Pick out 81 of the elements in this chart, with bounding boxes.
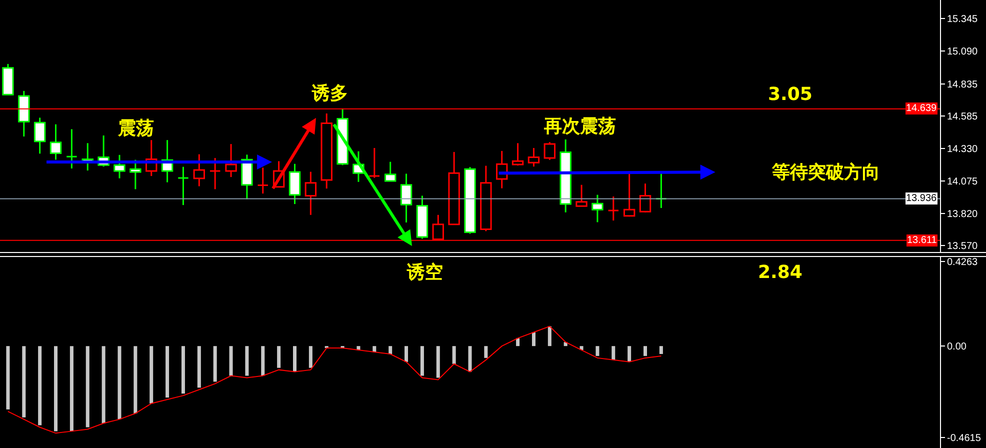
- bar: [372, 346, 376, 352]
- bar: [404, 346, 408, 362]
- bar: [102, 346, 106, 424]
- candlestick: [193, 154, 205, 187]
- y-tick-label: 13.820: [947, 209, 978, 220]
- ref-line-label: 13.611: [907, 235, 938, 246]
- bar: [548, 326, 552, 346]
- y-tick-label: 0.4263: [947, 257, 978, 268]
- bar: [596, 346, 600, 356]
- candlestick: [114, 154, 126, 180]
- annotation: 震荡: [117, 118, 154, 139]
- bar: [213, 346, 217, 382]
- candlestick: [288, 163, 301, 205]
- y-tick-label: 14.835: [947, 79, 978, 90]
- bar: [70, 346, 74, 432]
- annotation: 2.84: [758, 262, 802, 283]
- candlestick: [257, 166, 269, 194]
- y-tick-label: 13.570: [947, 241, 978, 252]
- candlestick: [528, 147, 540, 168]
- bar: [388, 346, 392, 354]
- candlestick: [225, 143, 237, 178]
- bar: [245, 346, 249, 376]
- candlestick: [384, 161, 396, 182]
- y-tick-label: 14.585: [947, 111, 978, 122]
- ref-line-label: 13.936: [906, 193, 938, 204]
- candlestick: [608, 196, 620, 222]
- bar: [277, 346, 281, 368]
- bar: [181, 346, 185, 394]
- bar: [628, 346, 632, 362]
- y-tick-label: 14.330: [947, 144, 978, 155]
- bar: [86, 346, 90, 428]
- y-tick-label: 15.090: [947, 46, 978, 58]
- annotation: 3.05: [768, 84, 812, 105]
- candlestick: [304, 171, 317, 216]
- annotation: 诱多: [311, 83, 348, 104]
- bar: [532, 332, 536, 346]
- candlestick: [655, 172, 668, 209]
- bar: [150, 346, 154, 404]
- line-series: [7, 326, 662, 434]
- bar: [659, 346, 663, 354]
- bar: [468, 346, 472, 372]
- annotation: 诱空: [406, 262, 443, 283]
- bar: [484, 346, 488, 358]
- y-tick-label: 14.075: [947, 176, 978, 188]
- bar: [229, 346, 233, 376]
- y-tick-label: -0.4615: [947, 432, 982, 444]
- bar: [308, 346, 312, 368]
- y-tick-label: 15.345: [947, 14, 978, 26]
- bar: [118, 346, 122, 420]
- candlestick: [400, 172, 412, 224]
- bar: [134, 346, 138, 414]
- bar: [261, 346, 265, 376]
- bar: [6, 346, 10, 410]
- annotation: 等待突破方向: [771, 162, 880, 183]
- annotation: 再次震荡: [543, 116, 616, 137]
- candlestick: [592, 194, 604, 223]
- candlestick: [368, 147, 380, 179]
- bar: [452, 346, 456, 364]
- y-tick-label: 0.00: [947, 342, 967, 353]
- candlestick: [639, 182, 652, 214]
- ref-line-label: 14.639: [906, 103, 938, 114]
- bar: [612, 346, 616, 360]
- bar: [166, 346, 170, 398]
- candlestick: [66, 128, 78, 170]
- candlestick: [177, 166, 190, 206]
- bar: [436, 346, 440, 378]
- candlestick: [50, 124, 62, 160]
- bar: [516, 338, 520, 346]
- bar: [644, 346, 648, 356]
- candlestick: [544, 141, 556, 161]
- bar: [54, 346, 58, 432]
- candlestick: [576, 184, 588, 207]
- candlestick: [512, 142, 524, 166]
- bar: [420, 346, 424, 376]
- candlestick: [130, 159, 142, 190]
- bar: [292, 346, 296, 372]
- bar: [38, 346, 42, 426]
- bar: [197, 346, 201, 388]
- candlestick: [209, 157, 221, 190]
- bar: [22, 346, 26, 418]
- candlestick: [34, 116, 46, 154]
